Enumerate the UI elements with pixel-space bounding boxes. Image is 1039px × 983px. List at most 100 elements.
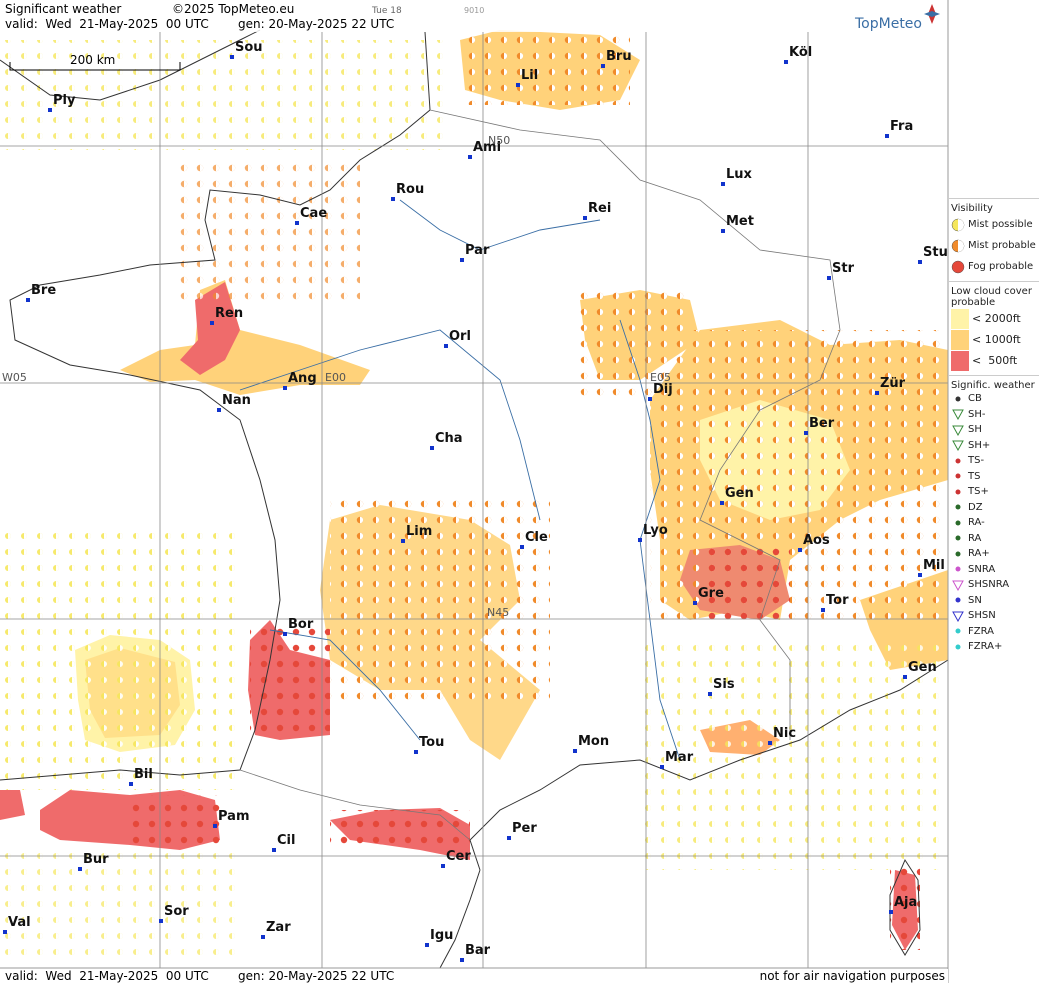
legend-icon	[955, 458, 961, 464]
city-marker	[507, 836, 511, 840]
legend-item: SH	[951, 422, 1037, 438]
legend-label: RA	[968, 532, 982, 544]
legend-item: < 500ft	[951, 350, 1037, 371]
symbol	[955, 396, 961, 402]
legend-icon	[951, 218, 965, 231]
city-marker	[583, 216, 587, 220]
city-marker	[430, 446, 434, 450]
city-marker	[159, 919, 163, 923]
legend-label: < 500ft	[972, 354, 1018, 367]
cities: Sou Ply Bru Köl Lil Ami Fra Lux Rou Cae Rei Met Par B…	[3, 40, 948, 962]
legend-item: SNRA	[951, 562, 1037, 578]
legend-label: SH	[968, 424, 982, 436]
code: 9010	[464, 6, 484, 15]
city-label: Rou	[396, 182, 424, 197]
legend-label: SN	[968, 594, 982, 606]
legend-title: Visibility	[951, 203, 993, 214]
city-label: Dij	[653, 382, 673, 397]
legend-icon	[955, 628, 961, 634]
city-label: Igu	[430, 928, 453, 943]
legend-item: SHSN	[951, 608, 1037, 624]
symbol	[955, 597, 961, 603]
city-marker	[401, 539, 405, 543]
legend-item: < 2000ft	[951, 308, 1037, 329]
city-label: Bor	[288, 617, 314, 632]
scale-label: 200 km	[70, 53, 115, 67]
symbol	[955, 473, 961, 479]
city-label: Cil	[277, 833, 295, 848]
legend-icon	[955, 644, 961, 650]
symbol	[952, 611, 964, 622]
city-label: Ang	[288, 371, 317, 386]
city-marker	[414, 750, 418, 754]
city-marker	[573, 749, 577, 753]
legend-label: FZRA+	[968, 641, 1003, 653]
city-label: Gre	[698, 586, 724, 601]
city-label: Cer	[446, 849, 471, 864]
city-marker	[601, 64, 605, 68]
legend-icon	[955, 566, 961, 572]
legend-label: DZ	[968, 501, 983, 513]
legend-icon	[955, 520, 961, 526]
legend-icon	[951, 239, 965, 252]
legend-title: Low cloud cover probable	[951, 286, 1032, 308]
city-marker	[520, 545, 524, 549]
city-marker	[78, 867, 82, 871]
legend-label: < 2000ft	[972, 312, 1021, 325]
grid-label: N50	[488, 134, 510, 147]
run: Tue 18	[371, 6, 402, 16]
legend-icon	[951, 260, 965, 273]
legend-item: CB	[951, 391, 1037, 407]
legend-label: SH+	[968, 439, 991, 451]
city-label: Per	[512, 821, 537, 836]
city-marker	[660, 765, 664, 769]
legend-label: RA-	[968, 517, 985, 529]
city-marker	[720, 501, 724, 505]
header-bg	[0, 0, 948, 32]
city-marker	[918, 260, 922, 264]
city-label: Bil	[134, 767, 153, 782]
city-marker	[648, 397, 652, 401]
city-label: Stu	[923, 245, 948, 260]
city-label: Met	[726, 214, 754, 229]
symbol	[955, 458, 961, 464]
swatch	[951, 329, 969, 350]
city-marker	[821, 608, 825, 612]
visibility-dots	[0, 35, 948, 960]
city-label: Köl	[789, 45, 812, 60]
symbol	[955, 520, 961, 526]
city-marker	[441, 864, 445, 868]
symbol	[952, 425, 964, 436]
city-marker	[768, 741, 772, 745]
city-marker	[460, 958, 464, 962]
city-label: Lux	[726, 167, 753, 182]
footer-generated: gen: 20-May-2025 22 UTC	[238, 969, 394, 983]
legend-label: TS	[968, 470, 981, 482]
city-label: Bur	[83, 852, 109, 867]
city-label: Ami	[473, 140, 501, 155]
legend-label: < 1000ft	[972, 333, 1021, 346]
city-label: Rei	[588, 201, 611, 216]
footer-valid: valid: Wed 21-May-2025 00 UTC	[5, 969, 209, 983]
city-marker	[425, 943, 429, 947]
city-marker	[295, 221, 299, 225]
legend-label: SH-	[968, 408, 986, 420]
scale-bar	[9, 62, 181, 71]
legend-item: < 1000ft	[951, 329, 1037, 350]
city-label: Gen	[908, 660, 937, 675]
legend-icon	[955, 396, 961, 402]
title: Significant weather	[5, 2, 121, 16]
legend-item: TS-	[951, 453, 1037, 469]
city-label: Cle	[525, 530, 548, 545]
legend: Visibility Mist possible Mist probable Fog …	[948, 198, 1039, 659]
city-marker	[468, 155, 472, 159]
city-label: Zür	[880, 376, 906, 391]
city-label: Mar	[665, 750, 694, 765]
city-label: Nan	[222, 393, 251, 408]
legend-icon	[952, 425, 964, 436]
legend-icon	[951, 329, 969, 350]
city-marker	[444, 344, 448, 348]
swatch	[951, 308, 969, 329]
legend-label: TS+	[968, 486, 989, 498]
